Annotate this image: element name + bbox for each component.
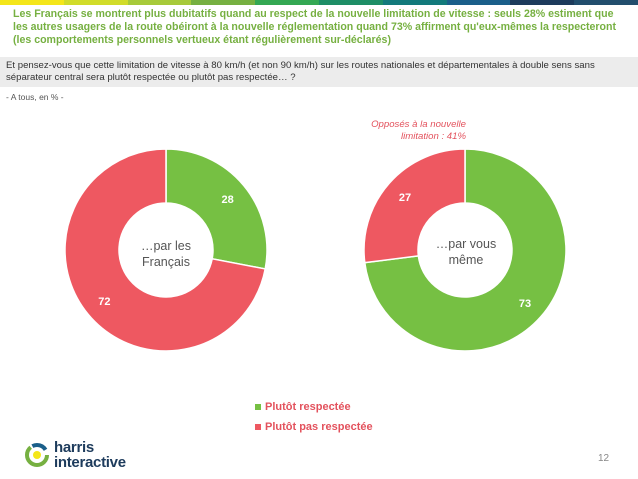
legend-label: Plutôt respectée: [265, 401, 351, 413]
harris-logo-icon: [25, 443, 49, 467]
opposition-annotation: Opposés à la nouvelle limitation : 41%: [371, 119, 466, 142]
donut-slice-1-2: [64, 148, 267, 352]
page-number: 12: [598, 453, 610, 464]
base-note: - A tous, en % -: [6, 92, 64, 102]
color-segment: [127, 0, 192, 5]
legend-item: Plutôt respectée: [255, 397, 373, 417]
harris-logo-text: harris interactive: [54, 440, 126, 470]
donut-center-label-1: …par les Français: [140, 239, 192, 269]
donut-slice-1-1: [165, 148, 268, 270]
legend-label: Plutôt pas respectée: [265, 421, 373, 433]
legend-swatch: [255, 404, 261, 410]
slide-headline: Les Français se montrent plus dubitatifs…: [13, 8, 617, 46]
color-segment: [318, 0, 383, 5]
header-color-bar: [0, 0, 638, 5]
color-segment: [191, 0, 256, 5]
legend-item: Plutôt pas respectée: [255, 417, 373, 437]
color-segment: [63, 0, 128, 5]
color-segment: [446, 0, 511, 5]
color-segment: [382, 0, 447, 5]
donut-slice-2-1: [363, 148, 567, 352]
donut-value-label: 28: [222, 194, 234, 206]
donut-value-label: 72: [98, 296, 110, 308]
color-segment: [510, 0, 575, 5]
question-band: [0, 57, 638, 87]
donut-slice-2-2: [363, 148, 466, 264]
logo-line-2: interactive: [54, 454, 126, 471]
color-segment: [0, 0, 64, 5]
legend-swatch: [255, 424, 261, 430]
donut-center-label-2: …par vous même: [435, 237, 497, 267]
donut-value-label: 27: [399, 192, 411, 204]
donut-value-label: 73: [519, 298, 531, 310]
logo-line-1: harris: [54, 439, 94, 456]
color-segment: [255, 0, 319, 5]
color-segment: [574, 0, 638, 5]
chart-legend: Plutôt respectée Plutôt pas respectée: [255, 397, 373, 437]
survey-question: Et pensez-vous que cette limitation de v…: [6, 60, 595, 83]
